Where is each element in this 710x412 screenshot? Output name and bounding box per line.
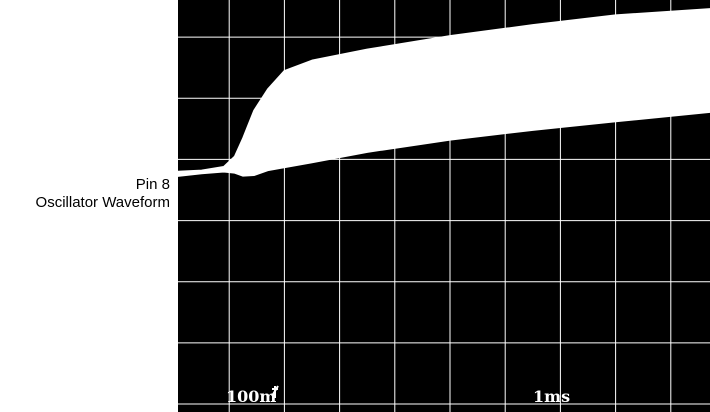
oscilloscope-screen: 100m 1ms [178, 0, 710, 412]
signal-label: Oscillator Waveform [35, 194, 170, 211]
waveform-annotation: Pin 8 Oscillator Waveform [0, 176, 170, 212]
vertical-scale-readout: 100m [226, 387, 276, 406]
horizontal-scale-readout: 1ms [533, 387, 570, 406]
probe-coupling-icon [271, 385, 279, 398]
pin-label: Pin 8 [135, 176, 170, 193]
waveform-envelope [178, 8, 710, 177]
